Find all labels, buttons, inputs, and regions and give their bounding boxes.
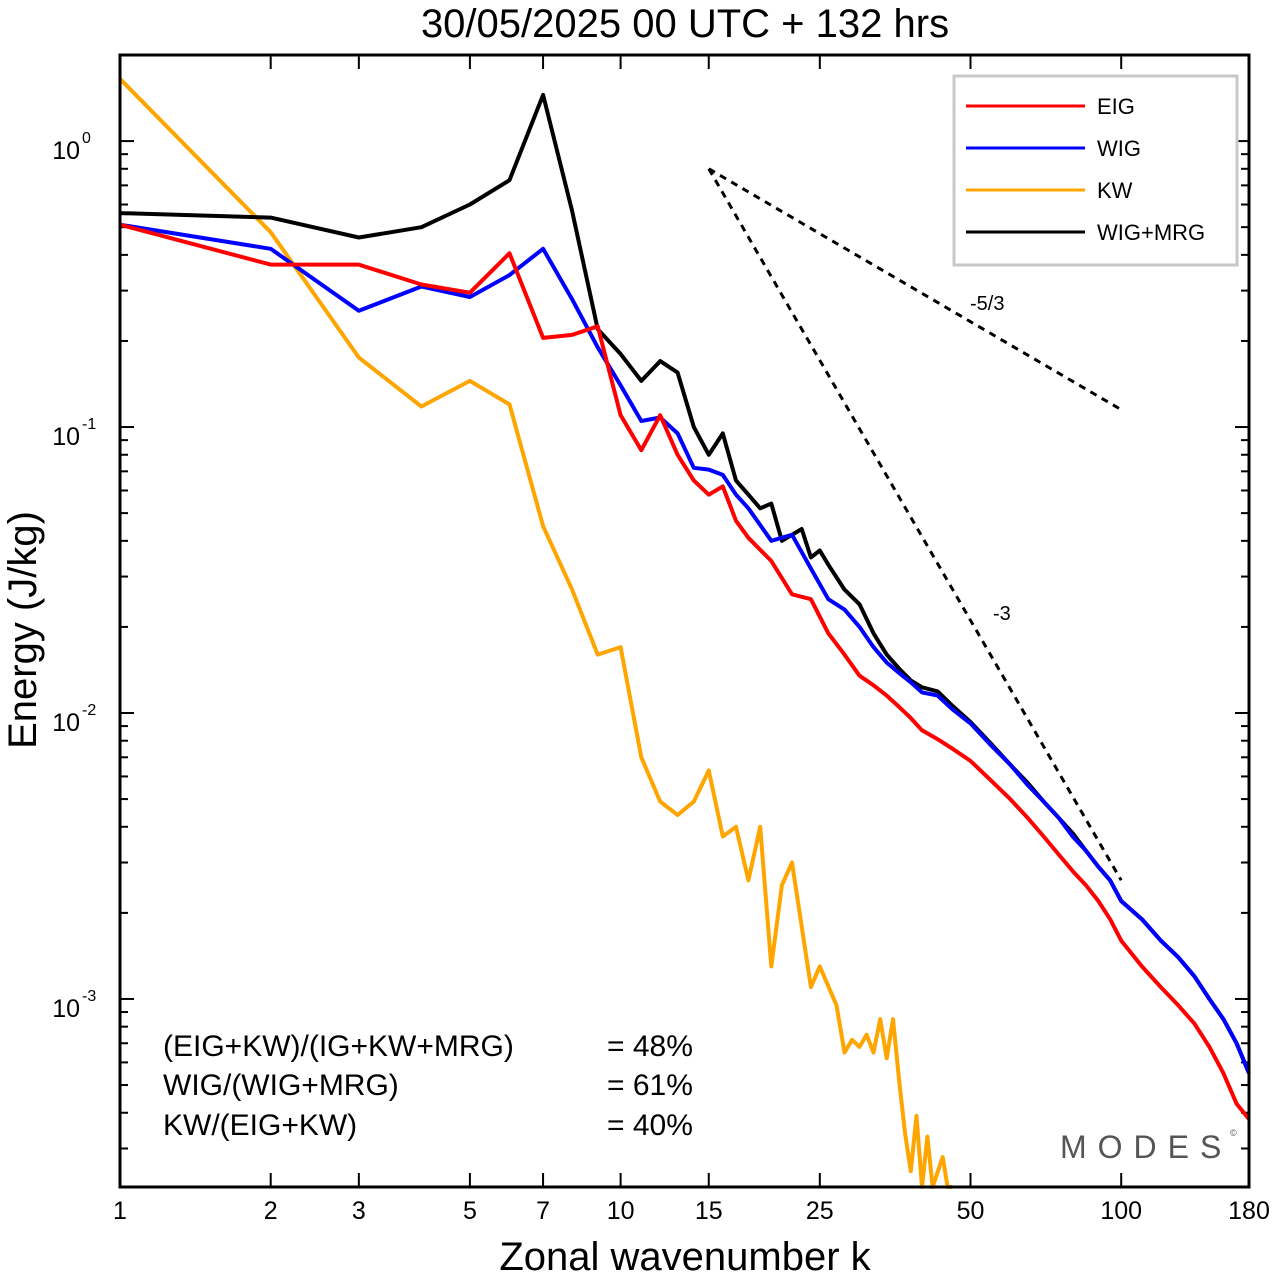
- y-tick-label-exponent: -1: [82, 416, 96, 433]
- y-tick-label-exponent: -2: [82, 702, 96, 719]
- annotation-eig-kw-ratio-label: (EIG+KW)/(IG+KW+MRG): [163, 1030, 514, 1063]
- x-tick-label: 5: [463, 1197, 477, 1225]
- x-tick-label: 7: [536, 1197, 550, 1225]
- series-line-eig: [119, 222, 1251, 1121]
- plot-frame: [118, 53, 1251, 1189]
- legend-label-wig: WIG: [1097, 136, 1141, 161]
- annotation-wig-ratio-value: = 61%: [607, 1069, 693, 1102]
- y-tick-label-base: 10: [52, 137, 80, 165]
- ref-label-minus-5-3: -5/3: [970, 293, 1004, 315]
- modes-brand: MODES: [1060, 1129, 1232, 1165]
- annotation-eig-kw-ratio-value: = 48%: [607, 1030, 693, 1063]
- legend-label-wig-mrg: WIG+MRG: [1097, 220, 1205, 245]
- y-tick-label-exponent: 0: [82, 130, 91, 147]
- legend: EIG WIG KW WIG+MRG: [952, 74, 1239, 267]
- legend-label-kw: KW: [1097, 178, 1133, 203]
- y-tick-label-exponent: -3: [82, 988, 96, 1005]
- reference-slope-lines: [707, 167, 1123, 882]
- y-tick-label-base: 10: [52, 709, 80, 737]
- annotation-kw-ratio-value: = 40%: [607, 1109, 693, 1142]
- reference-line: [707, 168, 1123, 882]
- x-tick-label: 25: [806, 1197, 834, 1225]
- x-tick-label: 100: [1100, 1197, 1142, 1225]
- x-tick-label: 10: [607, 1197, 635, 1225]
- x-tick-label: 50: [957, 1197, 985, 1225]
- annotation-wig-ratio-label: WIG/(WIG+MRG): [163, 1069, 399, 1102]
- ratio-annotations: (EIG+KW)/(IG+KW+MRG) = 48% WIG/(WIG+MRG)…: [163, 1030, 693, 1142]
- x-tick-label: 2: [264, 1197, 278, 1225]
- modes-copyright: ©: [1230, 1128, 1237, 1138]
- x-tick-label: 3: [352, 1197, 366, 1225]
- series-line-kw: [118, 77, 953, 1189]
- reference-line: [708, 167, 1122, 411]
- x-tick-label: 1: [113, 1197, 127, 1225]
- y-axis-label: Energy (J/kg): [1, 511, 45, 749]
- annotation-kw-ratio-label: KW/(EIG+KW): [163, 1109, 357, 1142]
- x-tick-labels: 1 2 3 5 7 10 15 25 50 100 180: [113, 1197, 1270, 1225]
- legend-label-eig: EIG: [1097, 94, 1135, 119]
- x-tick-label: 180: [1228, 1197, 1270, 1225]
- x-axis-label: Zonal wavenumber k: [499, 1235, 871, 1279]
- series-lines: [118, 77, 1251, 1189]
- y-tick-label-base: 10: [52, 995, 80, 1023]
- x-tick-label: 15: [695, 1197, 723, 1225]
- series-line-wig: [119, 222, 1251, 1074]
- y-tick-label-base: 10: [52, 423, 80, 451]
- ref-label-minus-3: -3: [993, 603, 1011, 625]
- chart-title: 30/05/2025 00 UTC + 132 hrs: [421, 2, 949, 46]
